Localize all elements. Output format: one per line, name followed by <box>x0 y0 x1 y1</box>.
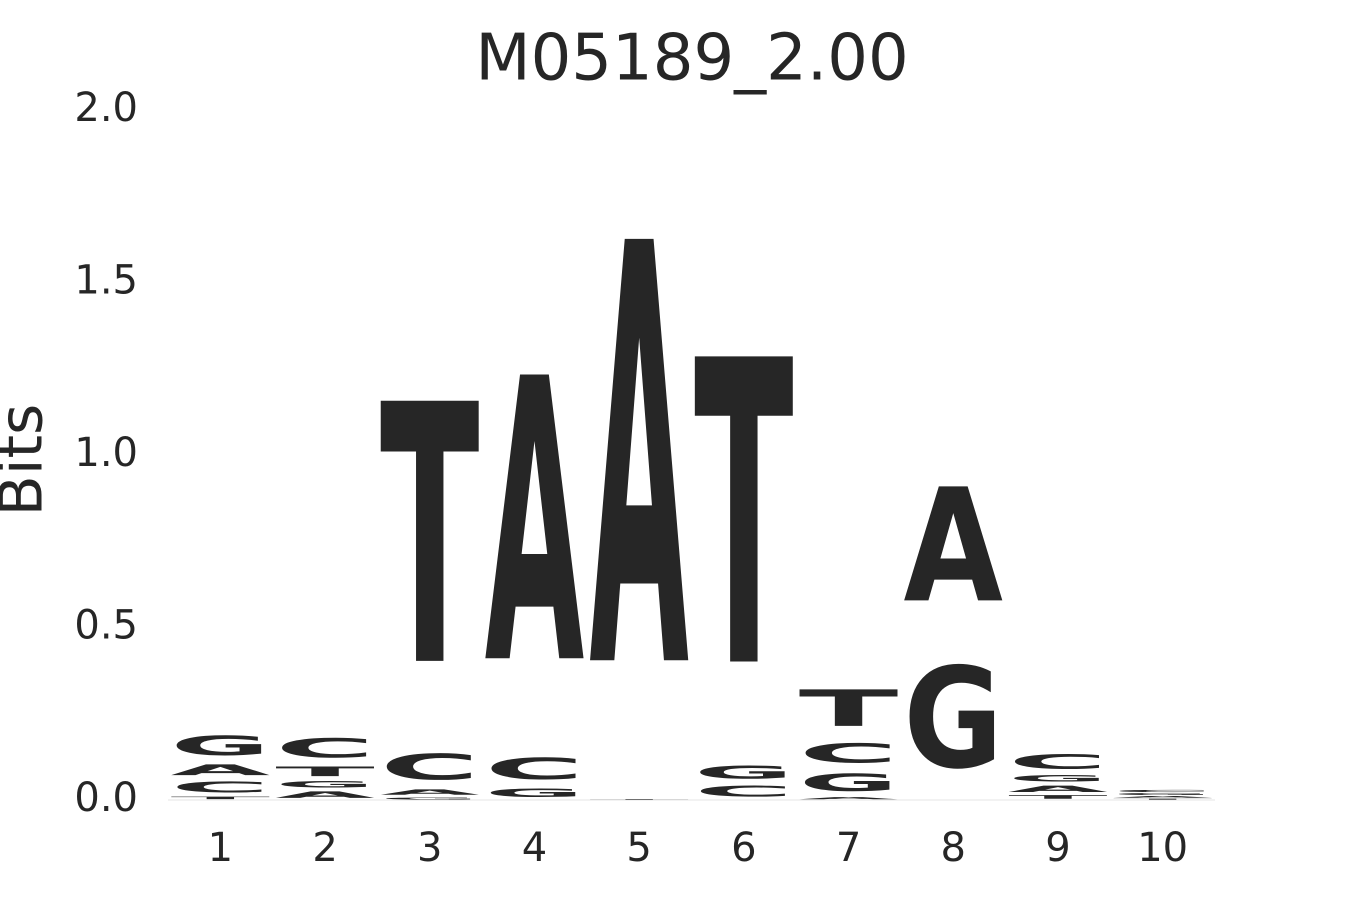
x-tick-label: 6 <box>731 825 756 871</box>
logo-letter: T <box>694 273 794 760</box>
logo-letter: C <box>171 779 270 796</box>
logo-letter: G <box>799 769 898 797</box>
x-tick-label: 4 <box>522 825 547 871</box>
logo-letter: A <box>1008 784 1108 794</box>
y-tick-label: 1.0 <box>74 430 138 476</box>
logo-letter: A <box>799 797 898 800</box>
logo-letter: G <box>485 786 584 800</box>
logo-letter: T <box>171 796 270 800</box>
logo-letter: A <box>275 790 375 800</box>
y-axis-label: Bits <box>0 404 57 517</box>
logo-letter: G <box>275 779 374 789</box>
x-tick-label: 7 <box>836 825 861 871</box>
logo-letter: G <box>380 797 479 800</box>
logo-letter: G <box>1008 774 1107 784</box>
x-tick-label: 5 <box>626 825 651 871</box>
logo-letter: T <box>1008 794 1107 800</box>
logo-letter: T <box>799 679 898 737</box>
logo-letter: C <box>694 783 793 800</box>
chart-title: M05189_2.00 <box>475 22 908 96</box>
y-tick-label: 0.5 <box>74 603 138 649</box>
x-tick-label: 2 <box>312 825 337 871</box>
logo-letter: G <box>1113 793 1212 796</box>
x-tick-label: 3 <box>417 825 442 871</box>
x-tick-label: 9 <box>1045 825 1070 871</box>
logo-letter: G <box>171 730 270 761</box>
logo-letter: A <box>904 455 1004 637</box>
logo-letter: A <box>171 761 271 778</box>
y-tick-label: 1.5 <box>74 258 138 304</box>
logo-letter: C <box>275 733 374 764</box>
logo-letter: G <box>694 762 793 782</box>
logo-letter: T <box>275 764 375 779</box>
logo-letter: C <box>380 747 479 788</box>
x-tick-label: 8 <box>941 825 966 871</box>
logo-letter: C <box>799 738 898 769</box>
y-tick-label: 0.0 <box>74 775 138 821</box>
logo-letter: A <box>1113 796 1212 799</box>
logo-letter: T <box>380 331 480 746</box>
x-tick-label: 10 <box>1137 825 1188 871</box>
logo-letter: T <box>1113 798 1212 800</box>
logo-letter: C <box>1113 789 1212 792</box>
logo-letter: G <box>904 638 1003 800</box>
logo-letter: C <box>485 752 584 786</box>
logo-letter: A <box>485 298 585 751</box>
logo-letter: A <box>380 788 479 797</box>
x-tick-label: 1 <box>208 825 233 871</box>
logo-letter: A <box>589 123 689 797</box>
logo-letter: C <box>1008 750 1107 773</box>
y-tick-label: 2.0 <box>74 85 138 131</box>
logo-letter: T <box>589 799 688 800</box>
